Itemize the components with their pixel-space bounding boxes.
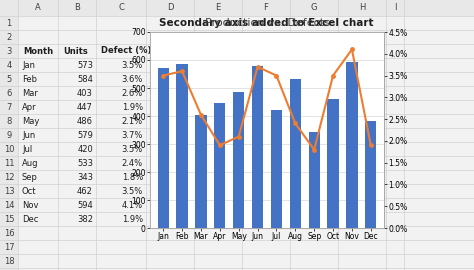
Bar — [252, 66, 263, 228]
Text: 1.8%: 1.8% — [122, 173, 143, 181]
Text: May: May — [22, 116, 39, 126]
Text: 3.5%: 3.5% — [122, 60, 143, 69]
Text: 12: 12 — [4, 173, 14, 181]
Text: 2.6%: 2.6% — [122, 89, 143, 97]
Text: 1: 1 — [6, 19, 12, 28]
Text: 8: 8 — [6, 116, 12, 126]
Text: 533: 533 — [77, 158, 93, 167]
Text: Oct: Oct — [22, 187, 36, 195]
Text: 10: 10 — [4, 144, 14, 154]
Text: 403: 403 — [77, 89, 93, 97]
Text: 420: 420 — [77, 144, 93, 154]
Bar — [290, 79, 301, 228]
Text: 594: 594 — [77, 201, 93, 210]
Text: 3: 3 — [6, 46, 12, 56]
Text: H: H — [359, 4, 365, 12]
Text: 3.5%: 3.5% — [122, 144, 143, 154]
Text: I: I — [394, 4, 396, 12]
Text: 447: 447 — [77, 103, 93, 112]
Text: F: F — [264, 4, 268, 12]
Text: G: G — [311, 4, 317, 12]
Text: 382: 382 — [77, 214, 93, 224]
Text: Jul: Jul — [22, 144, 32, 154]
Text: E: E — [215, 4, 220, 12]
Bar — [365, 121, 376, 228]
Bar — [0, 0, 18, 270]
Text: Mar: Mar — [22, 89, 38, 97]
Text: 1.9%: 1.9% — [122, 103, 143, 112]
Bar — [346, 62, 357, 228]
Text: 4: 4 — [6, 60, 12, 69]
Text: 16: 16 — [4, 228, 14, 238]
Text: Month: Month — [23, 46, 53, 56]
Text: 17: 17 — [4, 242, 14, 251]
Text: Nov: Nov — [22, 201, 38, 210]
Text: 5: 5 — [6, 75, 12, 83]
Title: Production vs. Defects: Production vs. Defects — [205, 18, 329, 28]
Text: 584: 584 — [77, 75, 93, 83]
Bar — [176, 65, 188, 228]
Bar — [0, 0, 474, 16]
Text: 3.6%: 3.6% — [122, 75, 143, 83]
Text: 14: 14 — [4, 201, 14, 210]
Text: 486: 486 — [77, 116, 93, 126]
Text: 462: 462 — [77, 187, 93, 195]
Text: Feb: Feb — [22, 75, 37, 83]
Text: 579: 579 — [77, 130, 93, 140]
Text: 7: 7 — [6, 103, 12, 112]
Bar — [328, 99, 339, 228]
Text: 13: 13 — [4, 187, 14, 195]
Text: 18: 18 — [4, 256, 14, 265]
Bar — [157, 68, 169, 228]
Text: 4.1%: 4.1% — [122, 201, 143, 210]
Text: Units: Units — [63, 46, 88, 56]
Text: 1.9%: 1.9% — [122, 214, 143, 224]
Text: 2: 2 — [6, 32, 12, 42]
Bar — [233, 92, 245, 228]
Text: 9: 9 — [6, 130, 12, 140]
Text: Defect (%): Defect (%) — [101, 46, 151, 56]
Bar — [150, 32, 384, 228]
Bar — [214, 103, 226, 228]
Text: 2.1%: 2.1% — [122, 116, 143, 126]
Text: 573: 573 — [77, 60, 93, 69]
Text: Jan: Jan — [22, 60, 35, 69]
Text: 3.5%: 3.5% — [122, 187, 143, 195]
Text: 11: 11 — [4, 158, 14, 167]
Bar — [309, 132, 320, 228]
Text: Jun: Jun — [22, 130, 35, 140]
Text: 343: 343 — [77, 173, 93, 181]
Bar — [195, 115, 207, 228]
Text: 3.7%: 3.7% — [122, 130, 143, 140]
Text: Aug: Aug — [22, 158, 38, 167]
Text: 15: 15 — [4, 214, 14, 224]
Bar — [271, 110, 282, 228]
Text: D: D — [167, 4, 173, 12]
Text: C: C — [118, 4, 124, 12]
Text: Dec: Dec — [22, 214, 38, 224]
Text: Secondary axis added to Excel chart: Secondary axis added to Excel chart — [159, 18, 373, 28]
Text: B: B — [74, 4, 80, 12]
Text: 6: 6 — [6, 89, 12, 97]
Text: Apr: Apr — [22, 103, 36, 112]
Text: A: A — [35, 4, 41, 12]
Text: 2.4%: 2.4% — [122, 158, 143, 167]
Text: Sep: Sep — [22, 173, 38, 181]
